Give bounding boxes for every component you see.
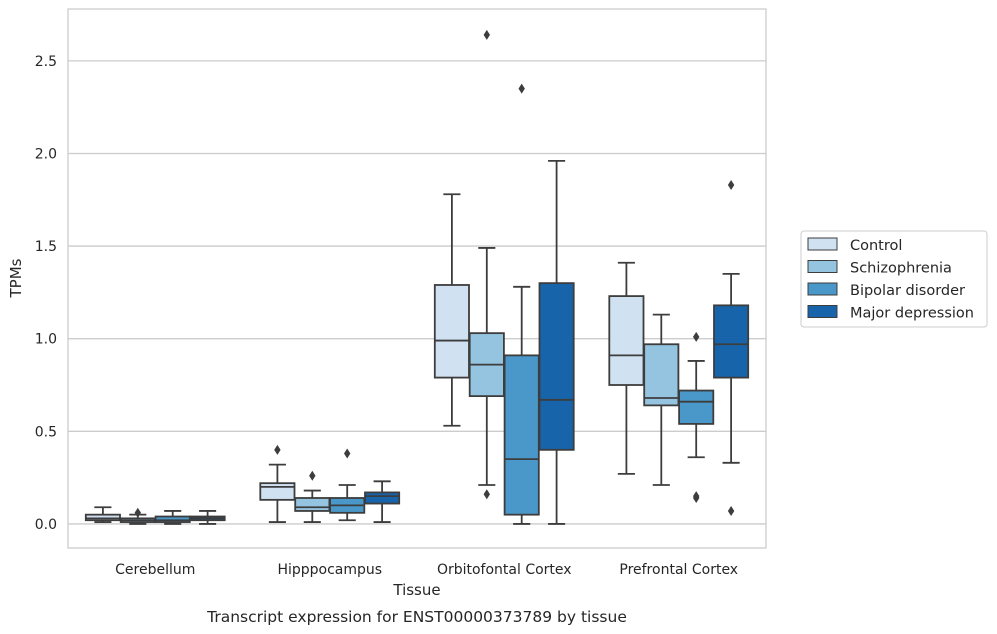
- box-element: [433, 193, 470, 427]
- box-element: [119, 507, 156, 525]
- box-element: [364, 480, 401, 523]
- box-element: [189, 510, 226, 525]
- box-iqr: [364, 491, 401, 505]
- legend-frame: [800, 230, 988, 328]
- box-element: [503, 83, 540, 525]
- series-bipolar-disorder: [154, 83, 715, 525]
- legend-swatch: [807, 260, 838, 273]
- box-element: [84, 506, 121, 523]
- box-iqr: [154, 515, 191, 523]
- box-element: [259, 444, 296, 523]
- legend-swatch: [807, 282, 838, 296]
- outlier-point: [693, 331, 700, 342]
- y-tick-label: 1.0: [35, 332, 57, 348]
- box-iqr: [538, 282, 575, 451]
- y-tick-label: 0.5: [35, 424, 57, 440]
- outlier-point: [309, 470, 316, 481]
- box-iqr: [643, 343, 680, 407]
- chart-caption: Transcript expression for ENST0000037378…: [206, 608, 627, 626]
- outlier-point: [483, 29, 490, 40]
- box-iqr: [608, 295, 645, 386]
- series-control: [84, 193, 645, 523]
- box-element: [468, 29, 505, 500]
- plot-area: [68, 9, 766, 548]
- outlier-point: [727, 179, 735, 190]
- box-iqr: [503, 354, 540, 516]
- y-tick-label: 1.5: [35, 239, 57, 255]
- x-tick-label: Cerebellum: [115, 562, 195, 578]
- box-series: [84, 29, 750, 525]
- outlier-point: [693, 491, 700, 502]
- series-major-depression: [189, 159, 750, 525]
- outlier-point: [518, 83, 525, 94]
- series-schizophrenia: [119, 29, 680, 525]
- box-iqr: [294, 497, 331, 512]
- y-tick-label: 2.0: [35, 146, 57, 162]
- box-element: [294, 470, 331, 523]
- legend-swatch: [807, 305, 838, 318]
- outlier-point: [727, 505, 735, 516]
- y-axis-ticks: 0.0 0.5 1.0 1.5 2.0 2.5: [35, 54, 57, 533]
- x-axis-ticks: Cerebellum Hipppocampus Orbitofontal Corte…: [115, 562, 738, 578]
- box-iqr: [713, 304, 750, 379]
- legend-swatch: [807, 237, 838, 251]
- x-axis-label: Tissue: [392, 581, 440, 599]
- box-element: [608, 261, 645, 475]
- legend-label: Control: [850, 238, 902, 254]
- box-element: [678, 331, 715, 503]
- x-tick-label: Hipppocampus: [277, 562, 382, 578]
- box-element: [643, 313, 680, 486]
- plot-frame: [67, 8, 767, 549]
- box-iqr: [84, 513, 121, 522]
- legend-label: Major depression: [850, 306, 974, 322]
- x-tick-label: Prefrontal Cortex: [619, 562, 738, 578]
- outlier-point: [344, 448, 351, 459]
- box-iqr: [259, 482, 296, 501]
- legend-label: Bipolar disorder: [850, 283, 965, 299]
- outlier-point: [274, 444, 281, 455]
- legend-label: Schizophrenia: [850, 261, 952, 277]
- grid-lines: [68, 60, 766, 525]
- box-element: [538, 159, 575, 525]
- outlier-point: [483, 489, 490, 500]
- box-element: [713, 179, 750, 516]
- box-element: [329, 448, 366, 522]
- box-iqr: [433, 284, 470, 379]
- y-axis-label: TPMs: [7, 258, 25, 298]
- outlier-point: [134, 507, 141, 518]
- y-tick-label: 0.0: [35, 517, 57, 533]
- box-iqr: [678, 389, 715, 425]
- legend: Control Schizophrenia Bipolar disorder Majo…: [800, 230, 988, 328]
- x-tick-label: Orbitofontal Cortex: [437, 562, 572, 578]
- y-tick-label: 2.5: [35, 54, 57, 70]
